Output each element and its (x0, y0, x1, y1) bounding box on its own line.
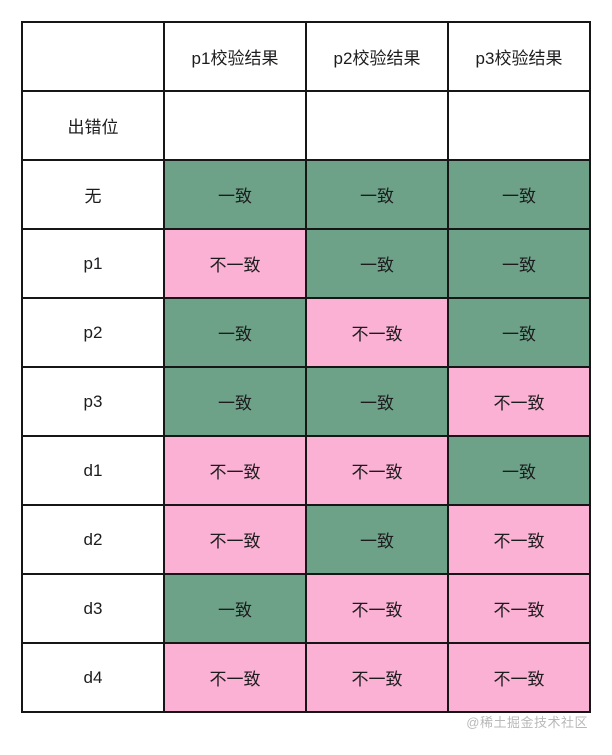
watermark: @稀土掘金技术社区 (466, 715, 588, 730)
header-cell-p2: p2校验结果 (305, 21, 449, 92)
result-cell: 不一致 (305, 573, 449, 644)
table-row: p1 不一致 一致 一致 (21, 228, 591, 299)
row-label-cell: p2 (21, 297, 165, 368)
result-cell: 一致 (447, 435, 591, 506)
header-cell-corner (21, 21, 165, 92)
result-cell: 不一致 (305, 642, 449, 713)
result-cell: 一致 (163, 159, 307, 230)
table-row: 出错位 (21, 90, 591, 161)
result-cell: 不一致 (305, 297, 449, 368)
result-cell: 一致 (305, 504, 449, 575)
row-label-cell: p3 (21, 366, 165, 437)
result-cell: 一致 (163, 366, 307, 437)
table-header-row: p1校验结果 p2校验结果 p3校验结果 (21, 21, 591, 92)
result-cell: 一致 (163, 297, 307, 368)
row-label-cell: 无 (21, 159, 165, 230)
result-cell (447, 90, 591, 161)
result-cell: 不一致 (305, 435, 449, 506)
row-label-cell: 出错位 (21, 90, 165, 161)
header-cell-p3: p3校验结果 (447, 21, 591, 92)
header-cell-p1: p1校验结果 (163, 21, 307, 92)
result-cell: 不一致 (163, 642, 307, 713)
result-cell: 一致 (305, 366, 449, 437)
result-cell: 不一致 (163, 228, 307, 299)
result-cell: 一致 (447, 297, 591, 368)
result-cell: 一致 (163, 573, 307, 644)
result-cell (163, 90, 307, 161)
row-label-cell: d2 (21, 504, 165, 575)
parity-check-table: p1校验结果 p2校验结果 p3校验结果 出错位 无 一致 一致 一致 p1 不… (21, 21, 591, 713)
result-cell: 不一致 (163, 435, 307, 506)
table-row: 无 一致 一致 一致 (21, 159, 591, 230)
table-row: p3 一致 一致 不一致 (21, 366, 591, 437)
table-row: d4 不一致 不一致 不一致 (21, 642, 591, 713)
row-label-cell: p1 (21, 228, 165, 299)
row-label-cell: d3 (21, 573, 165, 644)
table-row: d3 一致 不一致 不一致 (21, 573, 591, 644)
table-row: d2 不一致 一致 不一致 (21, 504, 591, 575)
row-label-cell: d1 (21, 435, 165, 506)
table-row: p2 一致 不一致 一致 (21, 297, 591, 368)
row-label-cell: d4 (21, 642, 165, 713)
result-cell: 不一致 (447, 504, 591, 575)
result-cell: 不一致 (447, 366, 591, 437)
result-cell: 一致 (305, 228, 449, 299)
result-cell: 一致 (447, 228, 591, 299)
result-cell (305, 90, 449, 161)
table-row: d1 不一致 不一致 一致 (21, 435, 591, 506)
result-cell: 一致 (447, 159, 591, 230)
result-cell: 一致 (305, 159, 449, 230)
result-cell: 不一致 (447, 642, 591, 713)
result-cell: 不一致 (163, 504, 307, 575)
result-cell: 不一致 (447, 573, 591, 644)
